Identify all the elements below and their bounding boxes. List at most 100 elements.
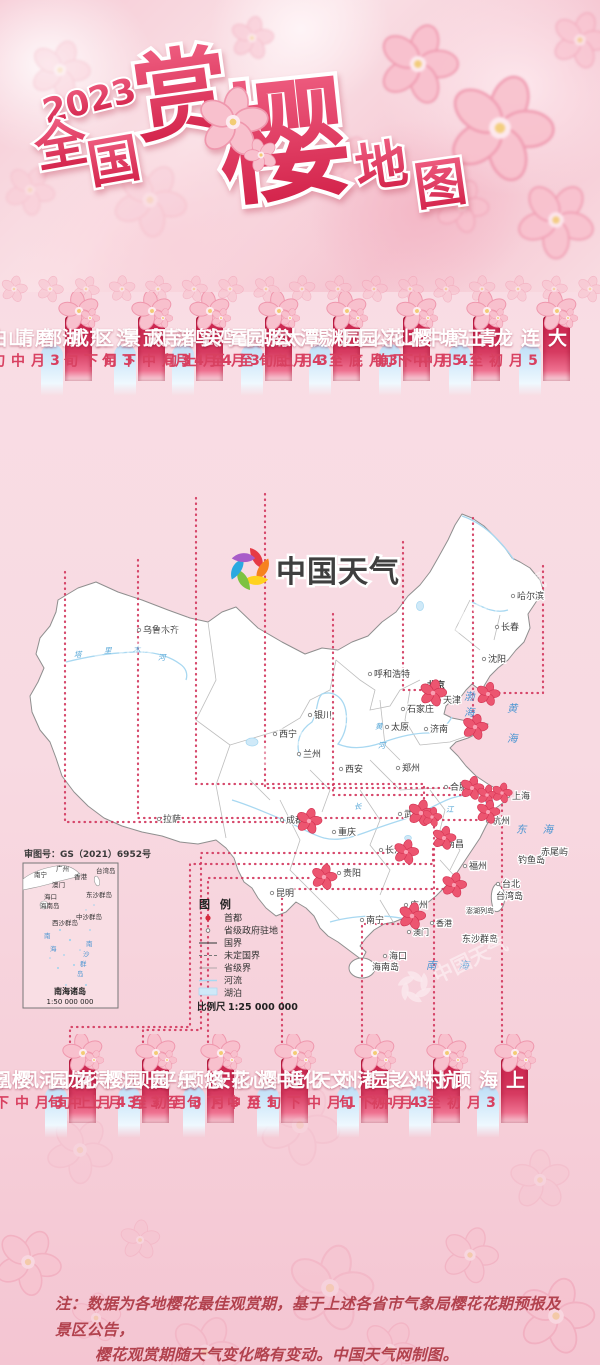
river-label: 河 <box>378 741 387 750</box>
top-banner-location-banner: 大连龙王塘樱花园 <box>356 316 570 381</box>
header-photo-background <box>0 0 600 292</box>
banner-blossom-icon <box>426 1034 468 1072</box>
city-label: 沈阳 <box>488 653 506 665</box>
city-label: 澳门 <box>413 927 429 937</box>
banner-blossom-icon <box>494 1034 536 1072</box>
island-label: 赤尾屿 <box>541 847 568 858</box>
map-blossom-marker-icon <box>438 869 470 901</box>
inset-label: 广州 <box>56 864 69 873</box>
city-label: 郑州 <box>402 762 420 774</box>
banner-blossom-icon <box>466 292 508 330</box>
city-label: 西安 <box>345 763 363 775</box>
inset-label: 香港 <box>74 872 88 881</box>
city-dot <box>331 829 337 835</box>
bottom-banner-location-banner: 南昌凤凰沟 <box>0 1058 96 1123</box>
map-blossom-marker-icon <box>390 836 422 868</box>
watermark-text: 中国天气 <box>429 931 511 988</box>
banner-blossom-icon <box>58 292 100 330</box>
city-dot <box>481 656 487 662</box>
watermark-text: 中国天气 <box>467 567 549 624</box>
footnote: 注：数据为各地樱花最佳观赏期，基于上述各省市气象局樱花花期预报及景区公告， 樱花… <box>55 1292 565 1365</box>
inset-label: 中沙群岛 <box>76 912 102 921</box>
svg-text:南海诸岛: 南海诸岛 <box>54 986 86 996</box>
dotted-connector-line <box>401 540 425 692</box>
inset-label: 东沙群岛 <box>86 890 112 899</box>
city-label: 广州 <box>410 899 428 911</box>
city-dot <box>400 706 406 712</box>
island-label: 钓鱼岛 <box>518 854 545 866</box>
top-banner-date-pill: 3月中旬至4月中旬 <box>0 344 63 396</box>
river-label: 木 <box>133 645 142 654</box>
inset-label: 岛 <box>77 969 84 978</box>
logo-text: 中国天气 <box>276 555 400 590</box>
banner-blossom-icon <box>326 292 368 330</box>
city-dot <box>307 712 313 718</box>
dotted-connector-line <box>136 558 406 820</box>
bottom-banner-date-pill: 3月上中旬 <box>46 1086 140 1138</box>
island-label: 北京 <box>427 679 445 691</box>
city-dot <box>279 817 285 823</box>
city-dot <box>336 870 342 876</box>
top-banner-date-pill: 4月中下旬 <box>377 344 471 396</box>
river-label: 黄 <box>375 722 384 731</box>
sea-label: 东海 <box>516 824 569 836</box>
city-dot <box>397 811 403 817</box>
banner-blossom-icon <box>62 1034 104 1072</box>
legend-item-label: 首都 <box>224 912 242 924</box>
dotted-connector-line <box>497 564 545 695</box>
inset-label: 南 <box>44 931 51 940</box>
city-dot <box>443 784 449 790</box>
watermark: 中国天气 <box>427 567 549 647</box>
city-dot <box>495 881 501 887</box>
city-label: 福州 <box>469 860 487 872</box>
blossom-markers <box>292 676 515 933</box>
rivers <box>65 515 515 923</box>
city-dot <box>296 751 302 757</box>
svg-text:1:50 000 000: 1:50 000 000 <box>47 998 94 1006</box>
city-dot <box>429 920 435 926</box>
inset-label: 台湾岛 <box>96 866 116 875</box>
taiwan-island <box>490 883 506 913</box>
dotted-connector-line <box>141 851 397 1044</box>
bottom-banner-date-pill: 3月初至4月初 <box>369 1086 499 1138</box>
watermark-text: 中国天气 <box>289 697 371 754</box>
city-label: 重庆 <box>338 826 356 838</box>
map-blossom-marker-icon <box>457 773 488 803</box>
city-label: 杭州 <box>492 815 510 827</box>
dotted-connector-line <box>432 818 479 1044</box>
map-blossom-marker-icon <box>458 711 491 743</box>
river-label: 河 <box>158 653 167 662</box>
city-label: 香港 <box>436 918 452 928</box>
legend-city-symbol <box>205 928 211 933</box>
city-label: 长春 <box>501 621 519 633</box>
inset-label: 海南岛 <box>40 901 60 910</box>
banner-blossom-icon <box>258 292 300 330</box>
top-banner-date-pill: 5月初至5月中下旬 <box>371 344 541 396</box>
dotted-connector-line <box>263 492 463 790</box>
inset-label: 海口 <box>44 892 57 901</box>
watermark-text: 中国天气 <box>115 613 197 670</box>
city-label: 合肥 <box>450 781 468 793</box>
river-label: 江 <box>446 805 455 814</box>
city-label: 成都 <box>286 814 304 826</box>
map-blossom-marker-icon <box>474 782 500 808</box>
bottom-banner-location-banner: 广州天适樱花悠乐园 <box>147 1058 388 1123</box>
city-label: 南昌 <box>446 838 464 850</box>
island-label: 东沙群岛 <box>462 933 498 945</box>
dotted-connector-line <box>194 496 426 808</box>
city-label: 呼和浩特 <box>374 668 410 680</box>
sea-labels: 渤海 黄海东海南海塔里木河黄河长江 <box>74 645 569 972</box>
dotted-connector-line <box>331 612 478 797</box>
island-label: 澎湖列岛 <box>466 906 494 915</box>
top-banner-date-pill: 3月下旬 <box>62 344 136 396</box>
banner-blossom-icon <box>354 1034 396 1072</box>
connector-lines <box>63 492 545 1044</box>
city-dot <box>382 953 388 959</box>
banner-blossom-icon <box>131 292 173 330</box>
